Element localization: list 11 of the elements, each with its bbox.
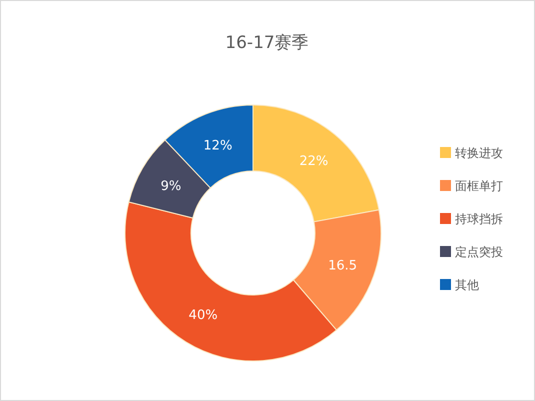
chart-title: 16-17赛季	[225, 33, 309, 53]
data-label: 9%	[160, 179, 182, 194]
legend-label: 持球挡拆	[455, 212, 503, 226]
legend-label: 转换进攻	[455, 146, 503, 160]
data-label: 16.5	[328, 258, 358, 274]
data-label: 12%	[203, 138, 232, 154]
data-label: 22%	[299, 154, 328, 170]
legend-label: 定点突投	[455, 245, 503, 259]
data-label: 40%	[188, 308, 218, 323]
legend-label: 其他	[455, 278, 479, 292]
legend-label: 面框单打	[455, 179, 503, 193]
